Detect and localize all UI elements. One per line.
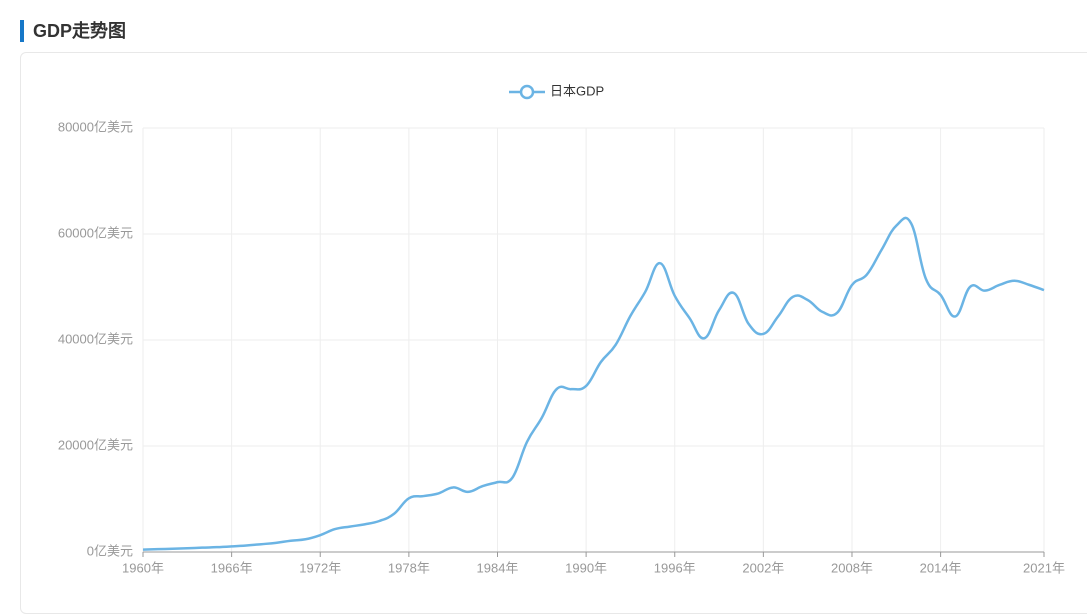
x-tick-label: 1996年 <box>654 560 696 575</box>
section-title: GDP走势图 <box>20 20 126 42</box>
y-tick-label: 0亿美元 <box>87 543 133 558</box>
x-tick-label: 1960年 <box>122 560 164 575</box>
x-tick-label: 2002年 <box>742 560 784 575</box>
series-line <box>142 216 1045 551</box>
x-tick-label: 2014年 <box>920 560 962 575</box>
x-tick-label: 2021年 <box>1023 560 1065 575</box>
legend-marker <box>519 84 535 100</box>
y-tick-label: 40000亿美元 <box>58 331 133 346</box>
y-tick-label: 80000亿美元 <box>58 119 133 134</box>
x-tick-label: 1984年 <box>477 560 519 575</box>
x-tick-label: 1978年 <box>388 560 430 575</box>
x-tick-label: 2008年 <box>831 560 873 575</box>
x-tick-label: 1972年 <box>299 560 341 575</box>
y-tick-label: 60000亿美元 <box>58 225 133 240</box>
page: GDP走势图 0亿美元 20000亿美元 40000亿美元 60000亿美元 80000… <box>20 20 1087 614</box>
x-tick-label: 1990年 <box>565 560 607 575</box>
legend-label: 日本GDP <box>550 83 604 98</box>
y-tick-label: 20000亿美元 <box>58 437 133 452</box>
x-tick-label: 1966年 <box>211 560 253 575</box>
chart: 0亿美元 20000亿美元 40000亿美元 60000亿美元 80000亿美元 1960… <box>58 83 1065 575</box>
